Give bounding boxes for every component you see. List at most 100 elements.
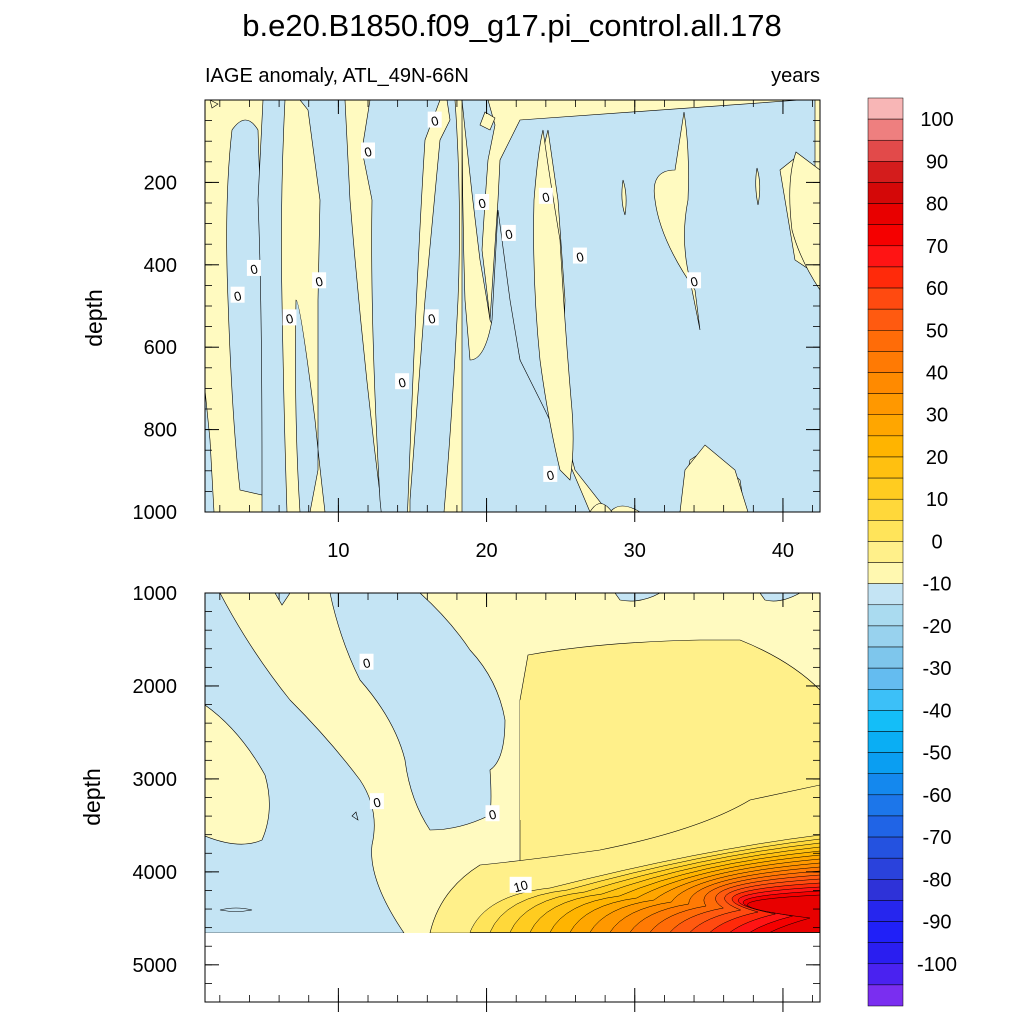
negative-region [205, 593, 405, 933]
lower-anomaly-bands [469, 834, 820, 933]
y-tick-label: 2000 [133, 676, 178, 698]
contour-label-box [687, 272, 702, 289]
colorbar-label: 0 [931, 531, 942, 553]
colorbar-swatch [867, 815, 904, 838]
contour-label: 0 [477, 195, 488, 211]
colorbar-swatch [867, 308, 904, 331]
colorbar-swatch [867, 689, 904, 711]
contour-label-box [509, 876, 532, 893]
contour-label: 0 [503, 226, 514, 242]
colorbar-label: 40 [926, 363, 948, 385]
colorbar-labels: 1009080706050403020100-10-20-30-40-50-60… [917, 109, 957, 976]
colorbar-label: 50 [926, 320, 948, 342]
negative-region [351, 811, 359, 821]
colorbar-swatch [867, 879, 904, 901]
contour-label: 0 [541, 189, 552, 205]
contour-label: 0 [575, 249, 586, 265]
colorbar-label: -10 [923, 574, 952, 596]
contour-label-box [424, 309, 439, 326]
colorbar-label: -50 [923, 743, 952, 765]
lower-negative-regions [205, 593, 801, 933]
colorbar-swatch [867, 963, 904, 986]
positive-region [533, 129, 574, 481]
negative-small-region [219, 907, 253, 912]
colorbar-swatch [867, 477, 904, 500]
colorbar-label: -40 [923, 700, 952, 722]
colorbar-swatch [867, 97, 904, 120]
colorbar-label: 100 [920, 109, 953, 131]
colorbar-swatch [867, 520, 904, 542]
colorbar-label: -90 [923, 912, 952, 934]
contour-label-box [538, 187, 553, 204]
contour-label: 0 [426, 311, 437, 327]
y-tick-label: 1000 [133, 583, 178, 605]
colorbar-swatch [867, 752, 904, 774]
lower-y-axis-label: depth [79, 768, 105, 826]
colorbar-swatch [867, 583, 904, 606]
colorbar-label: 30 [926, 405, 948, 427]
contour-label-box [501, 224, 516, 241]
x-tick-label: 40 [772, 540, 794, 562]
colorbar-label: 80 [926, 194, 948, 216]
colorbar-swatch [867, 667, 904, 690]
y-tick-label: 400 [144, 255, 177, 277]
upper-y-ticks: 200 400 600 800 1000 [133, 120, 820, 524]
contour-label: 0 [689, 274, 700, 290]
colorbar-swatch [867, 710, 904, 732]
colorbar-swatch [867, 330, 904, 352]
colorbar-label: 90 [926, 151, 948, 173]
anomaly-band [747, 894, 820, 933]
positive-region [209, 100, 219, 109]
contour-label-box [282, 309, 297, 326]
contour-label-box [485, 805, 500, 822]
contour-label-box [572, 247, 587, 264]
level-5-fill [520, 700, 658, 820]
positive-region [789, 151, 820, 291]
contour-label: 10 [512, 877, 530, 895]
colorbar-swatch [867, 393, 904, 415]
colorbar-swatch [867, 773, 904, 796]
colorbar-swatch [867, 287, 904, 310]
colorbar-swatch [867, 182, 904, 204]
colorbar-swatch [867, 942, 904, 965]
lower-field: 0 0 0 10 [205, 593, 820, 933]
x-tick-label: 30 [624, 540, 646, 562]
colorbar-swatch [867, 118, 904, 141]
colorbar-label: -80 [923, 869, 952, 891]
colorbar-swatch [867, 435, 904, 458]
contour-label-box [395, 373, 410, 390]
contour-label: 0 [397, 375, 408, 391]
colorbar-swatch [867, 857, 904, 880]
contour-label: 0 [361, 655, 372, 671]
contour-label-box [369, 793, 384, 810]
colorbar-label: 10 [926, 489, 948, 511]
colorbar-swatch [867, 625, 904, 648]
positive-region [479, 111, 496, 131]
colorbar-swatch [867, 498, 904, 521]
contour-label: 0 [363, 144, 374, 160]
negative-region [205, 389, 215, 512]
contour-label-box [427, 111, 442, 128]
negative-region [361, 100, 441, 512]
contour-label-box [359, 653, 374, 670]
contour-label: 0 [545, 467, 556, 483]
contour-label: 0 [249, 261, 260, 277]
colorbar-label: -30 [923, 658, 952, 680]
colorbar-swatch [867, 731, 904, 753]
y-tick-label: 4000 [133, 862, 178, 884]
colorbar-swatch [867, 245, 904, 268]
contour-label-box [312, 272, 327, 289]
colorbar-swatch [867, 224, 904, 247]
colorbar [867, 97, 904, 1007]
colorbar-swatch [867, 794, 904, 817]
colorbar-swatch [867, 266, 904, 289]
colorbar-label: 70 [926, 236, 948, 258]
colorbar-swatch [867, 161, 904, 183]
colorbar-swatch [867, 203, 904, 225]
colorbar-swatch [867, 351, 904, 373]
y-tick-label: 800 [144, 420, 177, 442]
